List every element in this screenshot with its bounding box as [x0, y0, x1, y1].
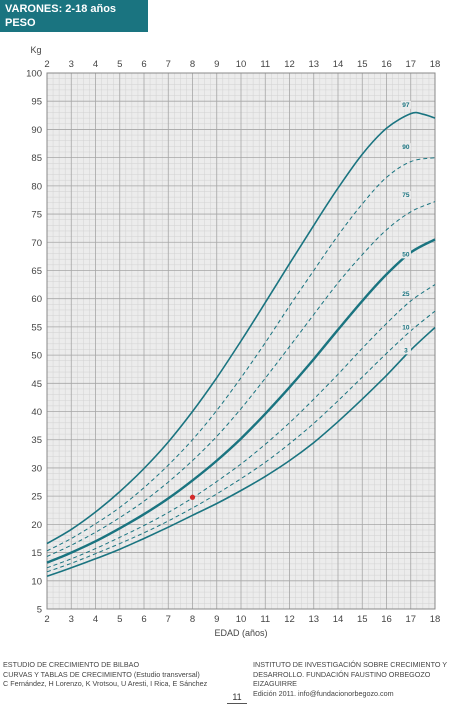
x-tick-label: 4: [93, 614, 98, 625]
percentile-curve-90: [46, 157, 436, 552]
y-tick-label: 90: [31, 125, 42, 136]
percentile-label-97: 97: [402, 102, 410, 109]
x-tick-label-top: 3: [69, 59, 74, 70]
x-tick-label-top: 17: [405, 59, 416, 70]
percentile-curve-10: [46, 310, 436, 573]
y-tick-label: 60: [31, 294, 42, 305]
y-tick-label: 100: [26, 69, 42, 80]
x-tick-label: 18: [430, 614, 441, 625]
y-tick-label: 35: [31, 435, 42, 446]
footer-line: C Fernández, H Lorenzo, K Vrotsou, U Are…: [3, 679, 208, 688]
x-tick-label-top: 7: [166, 59, 171, 70]
footer-line: DESARROLLO. FUNDACIÓN FAUSTINO ORBEGOZO …: [253, 669, 431, 689]
x-tick-label: 13: [308, 614, 319, 625]
x-tick-label: 8: [190, 614, 195, 625]
x-tick-label-top: 13: [308, 59, 319, 70]
x-tick-label: 6: [141, 614, 146, 625]
percentile-label-10: 10: [402, 325, 410, 332]
x-tick-label-top: 8: [190, 59, 195, 70]
y-tick-label: 80: [31, 181, 42, 192]
x-tick-label-top: 12: [284, 59, 295, 70]
y-tick-label: 70: [31, 238, 42, 249]
footer-source-left: ESTUDIO DE CRECIMIENTO DE BILBAO CURVAS …: [3, 660, 238, 689]
y-tick-label: 25: [31, 492, 42, 503]
x-tick-label-top: 14: [333, 59, 344, 70]
percentile-label-3: 3: [404, 347, 408, 354]
x-tick-label-top: 11: [260, 59, 270, 70]
chart-title-box: VARONES: 2-18 años PESO: [0, 0, 148, 32]
y-tick-label: 95: [31, 97, 42, 108]
percentile-curve-97: [46, 111, 436, 545]
y-tick-label: 5: [37, 605, 42, 616]
x-tick-label-top: 10: [236, 59, 247, 70]
page-number: 11: [232, 692, 242, 702]
footer-line: INSTITUTO DE INVESTIGACIÓN SOBRE CRECIMI…: [253, 660, 448, 669]
percentile-curve-25: [46, 284, 436, 569]
y-tick-label: 85: [31, 153, 42, 164]
x-tick-label: 7: [166, 614, 171, 625]
x-tick-label-top: 4: [93, 59, 98, 70]
x-tick-label: 12: [284, 614, 295, 625]
footer-line: ESTUDIO DE CRECIMIENTO DE BILBAO: [3, 660, 140, 669]
x-tick-label-top: 16: [381, 59, 392, 70]
y-tick-label: 65: [31, 266, 42, 277]
y-tick-label: 75: [31, 210, 42, 221]
x-tick-label: 11: [260, 614, 270, 625]
percentile-label-bg: [400, 100, 411, 109]
x-tick-label: 14: [333, 614, 344, 625]
x-tick-label-top: 6: [141, 59, 146, 70]
chart-title: VARONES: 2-18 años: [5, 3, 117, 15]
plot-border: [46, 72, 436, 610]
x-tick-label-top: 15: [357, 59, 368, 70]
page-number-rule: [227, 703, 247, 704]
x-tick-label-top: 5: [117, 59, 122, 70]
y-tick-label: 10: [31, 576, 42, 587]
percentile-curve-3: [46, 326, 436, 578]
percentile-curve-75: [46, 201, 436, 557]
data-point-marker: [189, 494, 196, 500]
percentile-label-bg: [400, 191, 411, 200]
footer-line: CURVAS Y TABLAS DE CRECIMIENTO (Estudio …: [3, 669, 200, 679]
x-tick-label: 3: [69, 614, 74, 625]
footer-source-right: INSTITUTO DE INVESTIGACIÓN SOBRE CRECIMI…: [253, 660, 473, 698]
y-tick-label: 50: [31, 351, 42, 362]
percentile-label-75: 75: [402, 192, 410, 199]
y-tick-label: 45: [31, 379, 42, 390]
x-tick-label-top: 18: [430, 59, 441, 70]
percentile-label-bg: [400, 289, 411, 298]
y-tick-label: 30: [31, 463, 42, 474]
percentile-label-bg: [400, 323, 411, 332]
y-tick-label: 55: [31, 322, 42, 333]
y-tick-label: 20: [31, 520, 42, 531]
x-tick-label: 2: [44, 614, 49, 625]
x-tick-label: 17: [405, 614, 416, 625]
percentile-curve-50: [46, 238, 436, 564]
percentile-label-90: 90: [402, 144, 410, 151]
y-axis-label: Kg: [30, 45, 41, 55]
footer-line: Edición 2011. info@fundacionorbegozo.com: [253, 688, 394, 698]
percentile-label-bg: [400, 143, 411, 152]
x-tick-label: 10: [236, 614, 247, 625]
x-tick-label: 15: [357, 614, 368, 625]
y-tick-label: 15: [31, 548, 42, 559]
y-tick-label: 40: [31, 407, 42, 418]
x-tick-label-top: 2: [44, 59, 49, 70]
x-tick-label: 9: [214, 614, 219, 625]
percentile-label-50: 50: [402, 251, 410, 258]
x-tick-label-top: 9: [214, 59, 219, 70]
percentile-label-bg: [400, 346, 411, 355]
percentile-label-25: 25: [402, 291, 410, 298]
chart-subtitle: PESO: [5, 17, 36, 29]
x-tick-label: 16: [381, 614, 392, 625]
percentile-label-bg: [400, 250, 411, 259]
x-axis-label: EDAD (años): [214, 628, 267, 638]
x-tick-label: 5: [117, 614, 122, 625]
